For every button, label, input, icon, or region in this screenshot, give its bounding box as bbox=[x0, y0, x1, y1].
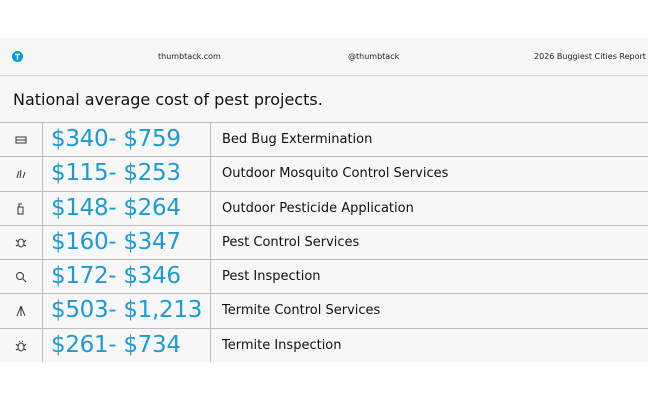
price-range: $261- $734 bbox=[51, 331, 181, 358]
logo bbox=[12, 51, 23, 62]
service-name: Termite Inspection bbox=[222, 337, 342, 353]
table-row: $115- $253 Outdoor Mosquito Control Servi… bbox=[0, 157, 648, 192]
table-row: $172- $346 Pest Inspection bbox=[0, 260, 648, 295]
column-divider bbox=[210, 260, 211, 294]
handle: @thumbtack bbox=[348, 52, 400, 61]
column-divider bbox=[210, 328, 211, 363]
icon-cell bbox=[0, 123, 43, 157]
icon bbox=[16, 170, 26, 179]
price-range: $503- $1,213 bbox=[51, 297, 203, 324]
header: thumbtack.com @thumbtack 2026 Buggiest C… bbox=[0, 38, 648, 76]
column-divider bbox=[210, 123, 211, 157]
icon bbox=[17, 203, 24, 215]
title: National average cost of pest projects. bbox=[13, 90, 323, 109]
service-name: Bed Bug Extermination bbox=[222, 132, 373, 147]
table-row: $340- $759 Bed Bug Extermination bbox=[0, 123, 648, 158]
service-name: Pest Inspection bbox=[222, 269, 321, 285]
column-divider bbox=[210, 225, 211, 260]
icon-cell bbox=[0, 294, 43, 328]
service-name: Outdoor Mosquito Control Services bbox=[222, 166, 449, 182]
icon bbox=[16, 306, 26, 317]
price-range: $148- $264 bbox=[51, 194, 181, 221]
icon-cell bbox=[0, 157, 43, 191]
price-range: $172- $346 bbox=[51, 263, 181, 290]
column-divider bbox=[210, 191, 211, 225]
icon-cell bbox=[0, 225, 43, 260]
icon bbox=[15, 136, 27, 144]
price-range: $340- $759 bbox=[51, 126, 181, 152]
site: thumbtack.com bbox=[158, 52, 221, 61]
price-range: $160- $347 bbox=[51, 228, 181, 255]
table: $340- $759 Bed Bug Extermination $115- $25… bbox=[0, 122, 648, 363]
icon-cell bbox=[0, 328, 43, 363]
column-divider bbox=[210, 294, 211, 328]
table-row: $160- $347 Pest Control Services bbox=[0, 225, 648, 261]
service-name: Pest Control Services bbox=[222, 234, 360, 250]
icon-cell bbox=[0, 191, 43, 225]
service-name: Outdoor Pesticide Application bbox=[222, 200, 414, 216]
icon-cell bbox=[0, 260, 43, 294]
service-name: Termite Control Services bbox=[222, 303, 381, 319]
column-divider bbox=[210, 157, 211, 191]
table-row: $503- $1,213 Termite Control Services bbox=[0, 294, 648, 329]
icon bbox=[16, 272, 27, 283]
icon bbox=[15, 238, 27, 248]
table-row: $148- $264 Outdoor Pesticide Application bbox=[0, 191, 648, 226]
icon bbox=[15, 340, 27, 352]
table-row: $261- $734 Termite Inspection bbox=[0, 328, 648, 363]
report-card: thumbtack.com @thumbtack 2026 Buggiest C… bbox=[0, 38, 648, 363]
price-range: $115- $253 bbox=[51, 160, 181, 187]
report-name: 2026 Buggiest Cities Report bbox=[534, 52, 646, 61]
